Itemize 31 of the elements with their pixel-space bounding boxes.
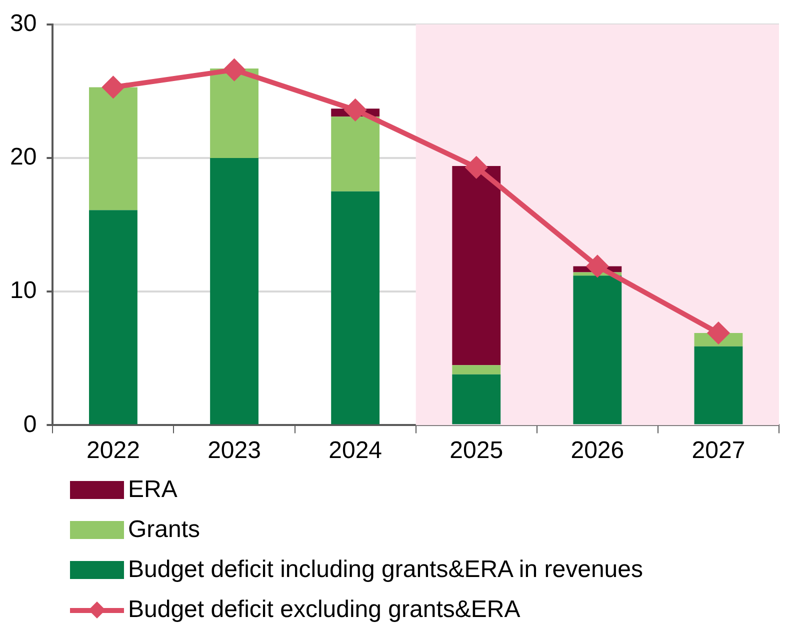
x-tick-label: 2026 bbox=[570, 437, 624, 464]
x-tick-label: 2025 bbox=[450, 437, 504, 464]
y-tick-label: 10 bbox=[10, 277, 37, 304]
bar bbox=[89, 210, 138, 424]
bar bbox=[331, 191, 380, 424]
point bbox=[466, 156, 487, 178]
point bbox=[224, 59, 245, 80]
bar bbox=[331, 116, 380, 192]
y-tick-label: 0 bbox=[23, 410, 37, 438]
bar bbox=[452, 365, 501, 374]
point bbox=[102, 76, 124, 98]
legend-label: Budget deficit including grants&ERA in revenues bbox=[128, 555, 643, 585]
bar bbox=[694, 346, 743, 424]
bar bbox=[89, 87, 138, 210]
x-tick-label: 2027 bbox=[692, 437, 746, 464]
point bbox=[344, 99, 366, 120]
legend-label: Grants bbox=[128, 515, 200, 545]
legend-label: ERA bbox=[128, 475, 178, 505]
point bbox=[708, 322, 729, 344]
y-tick-label: 30 bbox=[10, 10, 37, 38]
point bbox=[586, 256, 608, 277]
bar bbox=[452, 374, 501, 424]
bar bbox=[452, 166, 501, 366]
legend-label: Budget deficit excluding grants&ERA bbox=[128, 595, 520, 625]
x-tick-label: 2022 bbox=[86, 437, 140, 464]
y-tick-label: 20 bbox=[10, 144, 37, 171]
x-tick-label: 2024 bbox=[328, 437, 382, 464]
bar bbox=[573, 276, 622, 424]
bar bbox=[210, 158, 258, 424]
bar bbox=[210, 68, 258, 158]
x-tick-label: 2023 bbox=[208, 437, 261, 464]
